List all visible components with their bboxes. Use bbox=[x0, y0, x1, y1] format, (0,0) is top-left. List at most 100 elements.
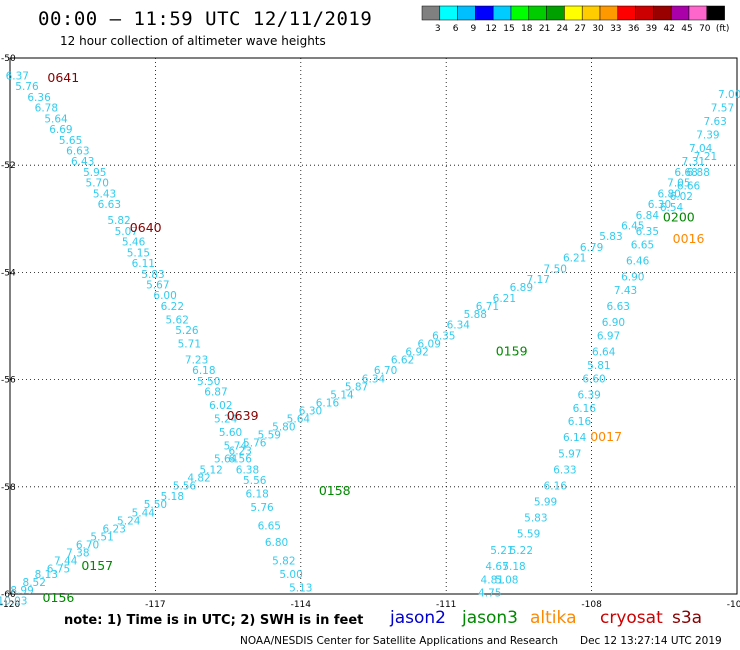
swh-value: 5.15 bbox=[127, 247, 150, 259]
colorbar-swatch bbox=[617, 5, 636, 21]
swh-value: 6.63 bbox=[607, 301, 630, 313]
swh-value: 6.09 bbox=[418, 338, 441, 350]
swh-value: 6.62 bbox=[391, 355, 414, 367]
footer-note: note: 1) Time is in UTC; 2) SWH is in fe… bbox=[64, 613, 364, 628]
x-tick-label: -114 bbox=[291, 600, 312, 610]
swh-value: 6.80 bbox=[265, 537, 288, 549]
swh-value: 5.12 bbox=[199, 464, 222, 476]
swh-value: 6.18 bbox=[192, 365, 215, 377]
y-tick-label: -52 bbox=[1, 161, 16, 171]
swh-value: 5.18 bbox=[502, 561, 525, 573]
swh-value: 8.99 bbox=[10, 585, 33, 597]
swh-value: 7.44 bbox=[54, 556, 78, 568]
swh-value: 5.67 bbox=[146, 279, 169, 291]
swh-value: 5.08 bbox=[495, 574, 518, 586]
swh-value: 5.64 bbox=[44, 113, 68, 125]
swh-value: 6.00 bbox=[153, 290, 176, 302]
swh-value: 6.70 bbox=[374, 365, 397, 377]
swh-value: 5.80 bbox=[272, 422, 295, 434]
colorbar-swatch bbox=[635, 5, 654, 21]
y-tick-label: -54 bbox=[1, 268, 16, 278]
colorbar-swatch bbox=[706, 5, 725, 21]
swh-value: 6.23 bbox=[103, 523, 126, 535]
swh-value: 6.02 bbox=[209, 400, 232, 412]
swh-value: 6.78 bbox=[35, 103, 58, 115]
time-label: 0159 bbox=[496, 343, 528, 358]
time-labels: 0641 0640 0639 0156 0157 0158 0159 0200 0016 0017 bbox=[43, 70, 705, 605]
swh-value: 6.89 bbox=[510, 282, 533, 294]
colorbar-label: 42 bbox=[663, 24, 674, 34]
x-tick-label: -111 bbox=[436, 600, 456, 610]
swh-value: 6.21 bbox=[493, 293, 516, 305]
colorbar-label: 70 bbox=[699, 24, 711, 34]
swh-value: 5.83 bbox=[599, 231, 622, 243]
colorbar-swatch bbox=[653, 5, 672, 21]
swh-value: 5.99 bbox=[534, 497, 557, 509]
swh-value: 5.13 bbox=[289, 582, 312, 594]
swh-value: 5.07 bbox=[115, 226, 138, 238]
swh-points: 6.375.766.366.785.646.695.656.636.435.95… bbox=[0, 70, 740, 607]
swh-value: 6.14 bbox=[563, 432, 587, 444]
swh-value: 5.87 bbox=[345, 381, 368, 393]
swh-value: 6.65 bbox=[631, 239, 654, 251]
swh-value: 5.14 bbox=[330, 389, 354, 401]
swh-value: 6.87 bbox=[204, 387, 227, 399]
swh-value: 5.24 bbox=[214, 413, 238, 425]
swh-value: 6.84 bbox=[636, 210, 660, 222]
swh-value: 5.44 bbox=[132, 507, 156, 519]
time-label: 0156 bbox=[43, 590, 75, 605]
colorbar-label: (ft) bbox=[716, 24, 730, 34]
colorbar-swatch bbox=[546, 5, 565, 21]
swh-value: 6.63 bbox=[98, 199, 121, 211]
swh-value: 5.56 bbox=[243, 475, 267, 487]
swh-value: 6.39 bbox=[577, 389, 600, 401]
swh-value: 5.82 bbox=[107, 215, 130, 227]
colorbar-label: 24 bbox=[557, 24, 569, 34]
x-tick-label: -120 bbox=[0, 600, 20, 610]
swh-value: 6.66 bbox=[677, 180, 701, 192]
colorbar-swatch bbox=[439, 5, 458, 21]
swh-value: 5.88 bbox=[464, 309, 487, 321]
colorbar-swatch bbox=[475, 5, 494, 21]
swh-value: 6.70 bbox=[76, 539, 99, 551]
x-tick-label: -105 bbox=[727, 600, 740, 610]
swh-value: 5.76 bbox=[243, 438, 267, 450]
chart-subtitle: 12 hour collection of altimeter wave hei… bbox=[60, 34, 326, 48]
swh-value: 7.31 bbox=[682, 156, 705, 168]
swh-value: 7.63 bbox=[703, 116, 726, 128]
swh-value: 5.95 bbox=[83, 167, 106, 179]
swh-value: 6.92 bbox=[405, 346, 428, 358]
colorbar-label: 6 bbox=[453, 24, 459, 34]
colorbar-label: 9 bbox=[471, 24, 477, 34]
swh-value: 5.64 bbox=[287, 413, 311, 425]
swh-value: 6.16 bbox=[316, 397, 340, 409]
swh-value: 7.57 bbox=[711, 103, 734, 115]
y-tick-label: -56 bbox=[1, 376, 16, 386]
swh-value: 7.17 bbox=[527, 274, 550, 286]
time-label: 0157 bbox=[81, 558, 113, 573]
swh-value: 5.70 bbox=[86, 178, 109, 190]
swh-value: 5.65 bbox=[59, 135, 82, 147]
swh-value: 6.80 bbox=[657, 188, 680, 200]
swh-value: 5.83 bbox=[141, 269, 164, 281]
plot-frame bbox=[9, 57, 738, 595]
colorbar-swatch bbox=[421, 5, 441, 21]
swh-value: 7.05 bbox=[667, 178, 690, 190]
credit-text: NOAA/NESDIS Center for Satellite Applica… bbox=[240, 635, 558, 647]
swh-value: 5.50 bbox=[197, 376, 220, 388]
x-tick-label: -108 bbox=[581, 600, 602, 610]
swh-value: 6.54 bbox=[660, 202, 684, 214]
swh-value: 7.50 bbox=[544, 263, 567, 275]
swh-value: 6.11 bbox=[132, 258, 155, 270]
colorbar-label: 33 bbox=[610, 24, 621, 34]
swh-value: 5.82 bbox=[272, 556, 295, 568]
colorbar-label: 45 bbox=[681, 24, 692, 34]
swh-value: 4.75 bbox=[478, 588, 501, 600]
swh-value: 6.30 bbox=[648, 199, 671, 211]
colorbar-swatch bbox=[528, 5, 547, 21]
swh-value: 6.88 bbox=[687, 167, 710, 179]
swh-value: 5.22 bbox=[510, 545, 533, 557]
axis-ticks: -120 -117 -114 -111 -108 -105 -50 -52 -54 -56 -58 -… bbox=[0, 54, 740, 610]
